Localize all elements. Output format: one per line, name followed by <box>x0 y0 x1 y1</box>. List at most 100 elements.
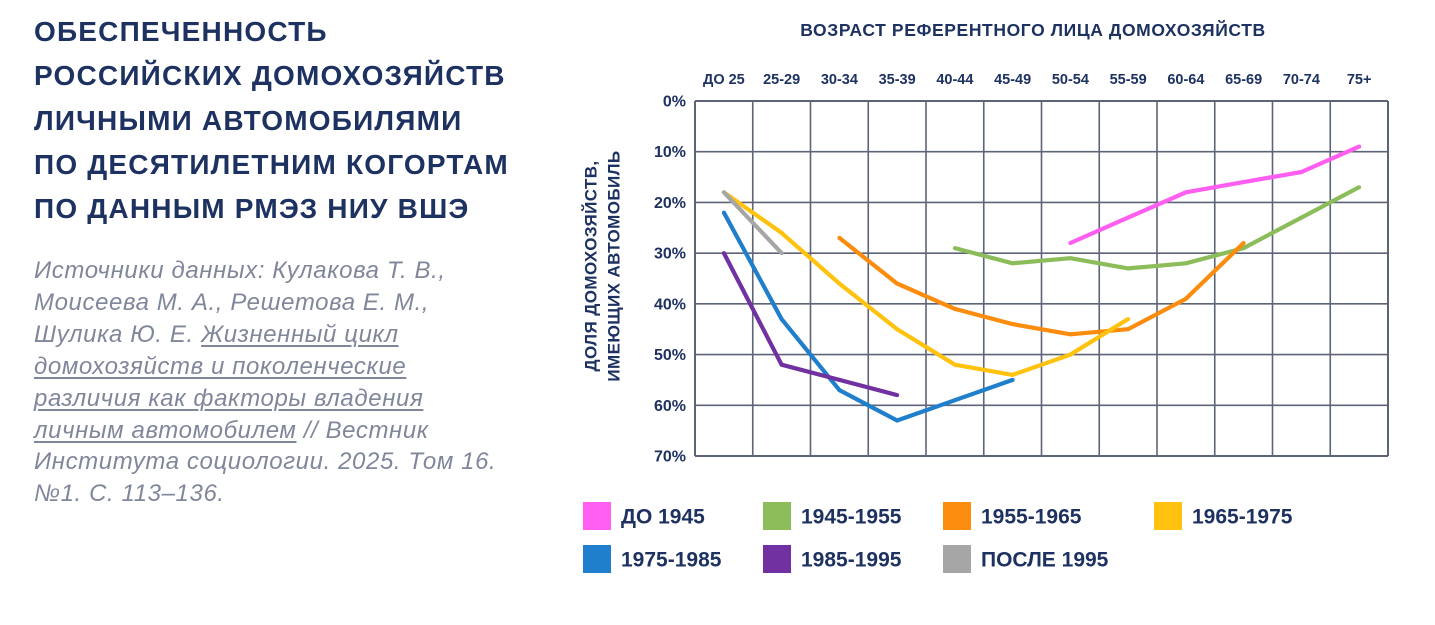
x-tick-label: 40-44 <box>936 72 973 88</box>
article-link[interactable]: домохозяйств и поколенческие <box>34 352 407 380</box>
article-link[interactable]: Жизненный цикл <box>201 320 399 348</box>
y-axis-ticks: 0% 10% 20% 30% 40% 50% 60% 70% <box>654 94 686 466</box>
data-point <box>721 190 726 195</box>
legend-item: ДО 1945 <box>583 502 705 530</box>
data-point <box>1126 266 1131 271</box>
legend-item: 1955-1965 <box>943 502 1082 530</box>
y-tick-label: 30% <box>654 246 686 263</box>
legend-label: 1985-1995 <box>801 549 902 572</box>
legend-label: ПОСЛЕ 1995 <box>981 549 1109 572</box>
source-line: личным автомобилем // Вестник <box>34 415 496 447</box>
chart-title: ОБЕСПЕЧЕННОСТЬ РОССИЙСКИХ ДОМОХОЗЯЙСТВ Л… <box>34 10 509 231</box>
article-link[interactable]: различия как факторы владения <box>34 384 424 412</box>
legend-swatch <box>763 545 791 573</box>
legend-label: 1975-1985 <box>621 549 722 572</box>
data-point <box>1183 190 1188 195</box>
data-point <box>895 418 900 423</box>
series-line <box>838 236 1246 337</box>
x-tick-label: 30-34 <box>821 72 858 88</box>
data-point <box>952 306 957 311</box>
data-point <box>837 388 842 393</box>
series <box>721 251 900 398</box>
data-point <box>895 327 900 332</box>
data-point <box>721 210 726 215</box>
x-tick-label: 70-74 <box>1283 72 1320 88</box>
data-point <box>721 251 726 256</box>
data-point <box>779 251 784 256</box>
source-text: Моисеева М. А., Решетова Е. М., <box>34 288 430 316</box>
chart-title-line: ОБЕСПЕЧЕННОСТЬ <box>34 16 328 47</box>
data-point <box>952 398 957 403</box>
series-line <box>722 252 898 398</box>
data-point <box>1126 317 1131 322</box>
data-point <box>895 281 900 286</box>
data-point <box>837 235 842 240</box>
data-point <box>837 377 842 382</box>
data-point <box>1068 352 1073 357</box>
data-point <box>779 230 784 235</box>
data-point <box>1357 144 1362 149</box>
x-tick-label: 55-59 <box>1110 72 1147 88</box>
x-axis-title: ВОЗРАСТ РЕФЕРЕНТНОГО ЛИЦА ДОМОХОЗЯЙСТВ <box>800 19 1266 40</box>
x-tick-label: 75+ <box>1347 72 1372 88</box>
legend-item: 1985-1995 <box>763 545 902 573</box>
series <box>721 190 1131 377</box>
data-point <box>1126 215 1131 220</box>
source-text: Шулика Ю. Е. <box>34 320 194 348</box>
y-axis-title-line: ДОЛЯ ДОМОХОЗЯЙСТВ, <box>582 160 601 371</box>
data-point <box>779 317 784 322</box>
legend-swatch <box>583 545 611 573</box>
series-lines <box>721 144 1362 423</box>
source-text: Института социологии. 2025. Том 16. <box>34 448 497 476</box>
legend-swatch <box>583 502 611 530</box>
series <box>837 235 1246 337</box>
series <box>1068 144 1362 245</box>
data-point <box>1010 322 1015 327</box>
y-tick-label: 40% <box>654 296 686 313</box>
data-point <box>1241 241 1246 245</box>
x-tick-label: 45-49 <box>994 72 1031 88</box>
article-link[interactable]: личным автомобилем <box>34 416 297 444</box>
x-tick-label: 25-29 <box>763 72 800 88</box>
data-point <box>1299 170 1304 174</box>
series <box>952 185 1362 271</box>
data-point <box>1010 372 1015 377</box>
series-line <box>722 190 784 255</box>
legend-swatch <box>943 545 971 573</box>
data-point <box>1010 377 1015 382</box>
legend-label: 1965-1975 <box>1192 506 1293 529</box>
source-line: различия как факторы владения <box>34 383 496 415</box>
y-tick-label: 20% <box>654 195 686 212</box>
y-tick-label: 0% <box>663 94 686 111</box>
legend-label: 1955-1965 <box>981 506 1082 529</box>
data-point <box>779 362 784 367</box>
legend-swatch <box>763 502 791 530</box>
source-citation: Источники данных: Кулакова Т. В., Моисее… <box>34 255 496 510</box>
source-line: Источники данных: Кулакова Т. В., <box>34 255 496 287</box>
y-axis-title-line: ИМЕЮЩИХ АВТОМОБИЛЬ <box>605 150 624 381</box>
x-tick-label: 50-54 <box>1052 72 1089 88</box>
data-point <box>952 362 957 367</box>
data-point <box>1068 332 1073 337</box>
y-tick-label: 70% <box>654 449 686 466</box>
data-point <box>837 281 842 286</box>
y-tick-label: 10% <box>654 144 686 161</box>
series-line <box>722 211 1014 423</box>
legend: ДО 1945 1945-1955 1955-1965 1965-1975 1975-1… <box>583 502 1293 573</box>
data-point <box>952 246 957 251</box>
line-chart: ВОЗРАСТ РЕФЕРЕНТНОГО ЛИЦА ДОМОХОЗЯЙСТВ Д… <box>582 19 1389 573</box>
source-text: Источники данных: Кулакова Т. В., <box>34 257 446 284</box>
series-line <box>1069 144 1360 245</box>
source-line: Моисеева М. А., Решетова Е. М., <box>34 287 496 319</box>
series-line <box>722 190 1130 377</box>
legend-item: 1945-1955 <box>763 502 902 530</box>
data-point <box>1068 256 1073 261</box>
source-line: домохозяйств и поколенческие <box>34 351 496 383</box>
data-point <box>1183 261 1188 266</box>
series <box>721 190 784 256</box>
series-line <box>954 185 1361 271</box>
legend-item: 1965-1975 <box>1154 502 1293 530</box>
chart-title-line: РОССИЙСКИХ ДОМОХОЗЯЙСТВ <box>34 60 506 92</box>
source-line: Шулика Ю. Е. Жизненный цикл <box>34 319 496 351</box>
data-point <box>1241 246 1246 251</box>
